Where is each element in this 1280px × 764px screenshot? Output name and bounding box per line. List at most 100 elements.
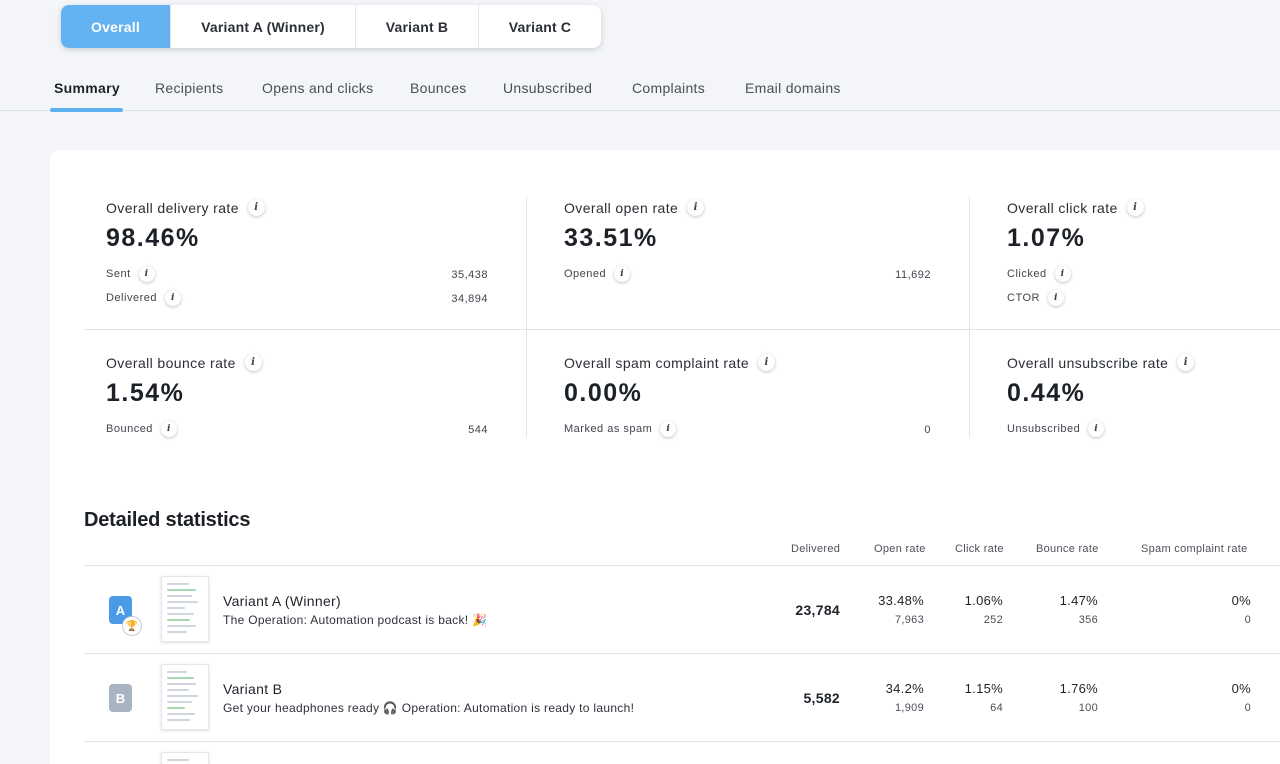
info-icon[interactable]: i bbox=[164, 290, 181, 306]
open-count-value: 7,963 bbox=[894, 614, 924, 626]
stat-sub-value: 544 bbox=[468, 424, 488, 436]
email-preview-thumbnail[interactable] bbox=[161, 752, 209, 764]
stat-sub-value: 0 bbox=[924, 424, 931, 436]
stat-sub-ctor: CTOR i bbox=[1007, 290, 1064, 306]
info-icon[interactable]: i bbox=[1047, 290, 1064, 306]
stat-sub-label: Unsubscribed bbox=[1007, 423, 1081, 435]
stat-sub-label: Delivered bbox=[106, 292, 157, 304]
stat-title: Overall click rate bbox=[1007, 199, 1118, 216]
subnav-unsubscribed[interactable]: Unsubscribed bbox=[503, 80, 593, 96]
subnav-complaints[interactable]: Complaints bbox=[632, 80, 706, 96]
click-rate-value: 1.15% bbox=[964, 681, 1003, 696]
stat-spam-rate: Overall spam complaint rate i 0.00% bbox=[564, 354, 776, 408]
click-count-value: 252 bbox=[983, 614, 1003, 626]
stat-sub-label: Opened bbox=[564, 268, 607, 280]
stat-sub-value: 11,692 bbox=[895, 269, 931, 281]
email-preview-thumbnail[interactable] bbox=[161, 576, 209, 642]
info-icon[interactable]: i bbox=[1088, 421, 1105, 437]
divider bbox=[526, 197, 527, 437]
column-header-bounce-rate[interactable]: Bounce rate bbox=[1036, 543, 1099, 555]
info-icon[interactable]: i bbox=[1054, 266, 1071, 282]
spam-count-value: 0 bbox=[1244, 614, 1251, 626]
bounce-count-value: 356 bbox=[1078, 614, 1098, 626]
stat-unsubscribe-rate: Overall unsubscribe rate i 0.44% bbox=[1007, 354, 1195, 408]
stat-bounce-rate: Overall bounce rate i 1.54% bbox=[106, 354, 262, 408]
spam-rate-value: 0% bbox=[1231, 593, 1251, 608]
info-icon[interactable]: i bbox=[244, 354, 262, 371]
report-subnav: Summary Recipients Opens and clicks Boun… bbox=[0, 70, 1280, 112]
email-subject: Get your headphones ready 🎧 Operation: A… bbox=[223, 701, 635, 715]
info-icon[interactable]: i bbox=[160, 421, 177, 437]
stat-value: 0.44% bbox=[1007, 379, 1086, 407]
info-icon[interactable]: i bbox=[138, 266, 155, 282]
tab-variant-b[interactable]: Variant B bbox=[356, 5, 479, 48]
stat-sub-unsubscribed: Unsubscribed i bbox=[1007, 421, 1105, 437]
trophy-icon: 🏆 bbox=[122, 616, 142, 636]
spam-count-value: 0 bbox=[1244, 702, 1251, 714]
column-header-delivered[interactable]: Delivered bbox=[791, 543, 841, 555]
open-rate-value: 33.48% bbox=[878, 593, 924, 608]
divider bbox=[84, 653, 1280, 654]
email-subject: The Operation: Automation podcast is bac… bbox=[223, 613, 488, 627]
tab-variant-c[interactable]: Variant C bbox=[508, 18, 572, 35]
stat-value: 1.54% bbox=[106, 379, 185, 407]
column-header-open-rate[interactable]: Open rate bbox=[874, 543, 926, 555]
click-count-value: 64 bbox=[990, 702, 1003, 714]
stat-sub-label: Marked as spam bbox=[564, 423, 653, 435]
stat-sub-opened: Opened i bbox=[564, 266, 631, 282]
divider bbox=[84, 741, 1280, 742]
column-header-click-rate[interactable]: Click rate bbox=[955, 543, 1004, 555]
stat-value: 33.51% bbox=[564, 224, 658, 252]
subnav-email-domains[interactable]: Email domains bbox=[745, 80, 841, 96]
bounce-count-value: 100 bbox=[1078, 702, 1098, 714]
subnav-recipients[interactable]: Recipients bbox=[155, 80, 224, 96]
variant-tabs: Overall Variant A (Winner) Variant B Var… bbox=[61, 5, 601, 48]
divider bbox=[84, 329, 1280, 330]
stat-sub-label: Clicked bbox=[1007, 268, 1047, 280]
stat-sub-delivered: Delivered i bbox=[106, 290, 181, 306]
stat-title: Overall delivery rate bbox=[106, 199, 239, 216]
subnav-opens-and-clicks[interactable]: Opens and clicks bbox=[262, 80, 374, 96]
stat-sub-label: Sent bbox=[106, 268, 131, 280]
stat-value: 98.46% bbox=[106, 224, 200, 252]
delivered-value: 23,784 bbox=[795, 602, 840, 618]
info-icon[interactable]: i bbox=[1126, 199, 1144, 216]
active-tab-indicator bbox=[50, 108, 123, 112]
info-icon[interactable]: i bbox=[1177, 354, 1195, 371]
email-preview-thumbnail[interactable] bbox=[161, 664, 209, 730]
info-icon[interactable]: i bbox=[687, 199, 705, 216]
subnav-bounces[interactable]: Bounces bbox=[410, 80, 467, 96]
info-icon[interactable]: i bbox=[758, 354, 776, 371]
summary-card bbox=[50, 150, 1280, 764]
stat-sub-label: CTOR bbox=[1007, 292, 1040, 304]
tab-overall[interactable]: Overall bbox=[61, 5, 171, 48]
info-icon[interactable]: i bbox=[614, 266, 631, 282]
stat-sub-sent: Sent i bbox=[106, 266, 155, 282]
bounce-rate-value: 1.47% bbox=[1059, 593, 1098, 608]
variant-name[interactable]: Variant B bbox=[223, 681, 283, 697]
stat-value: 0.00% bbox=[564, 379, 643, 407]
stat-sub-value: 34,894 bbox=[451, 293, 488, 305]
stat-sub-clicked: Clicked i bbox=[1007, 266, 1071, 282]
spam-rate-value: 0% bbox=[1231, 681, 1251, 696]
variant-badge: B bbox=[109, 684, 132, 712]
stat-title: Overall spam complaint rate bbox=[564, 354, 750, 371]
open-count-value: 1,909 bbox=[894, 702, 924, 714]
info-icon[interactable]: i bbox=[247, 199, 265, 216]
tab-variant-a[interactable]: Variant A (Winner) bbox=[171, 5, 356, 48]
stat-title: Overall bounce rate bbox=[106, 354, 236, 371]
stat-sub-value: 35,438 bbox=[451, 269, 488, 281]
delivered-value: 5,582 bbox=[803, 690, 840, 706]
column-header-spam-complaint-rate[interactable]: Spam complaint rate bbox=[1141, 543, 1248, 555]
subnav-summary[interactable]: Summary bbox=[54, 80, 120, 96]
divider bbox=[84, 565, 1280, 566]
stat-title: Overall unsubscribe rate bbox=[1007, 354, 1169, 371]
open-rate-value: 34.2% bbox=[885, 681, 924, 696]
info-icon[interactable]: i bbox=[660, 421, 677, 437]
stat-title: Overall open rate bbox=[564, 199, 679, 216]
stat-sub-label: Bounced bbox=[106, 423, 153, 435]
stat-value: 1.07% bbox=[1007, 224, 1086, 252]
stat-sub-marked-spam: Marked as spam i bbox=[564, 421, 677, 437]
stat-delivery-rate: Overall delivery rate i 98.46% bbox=[106, 199, 265, 253]
variant-name[interactable]: Variant A (Winner) bbox=[223, 593, 341, 609]
